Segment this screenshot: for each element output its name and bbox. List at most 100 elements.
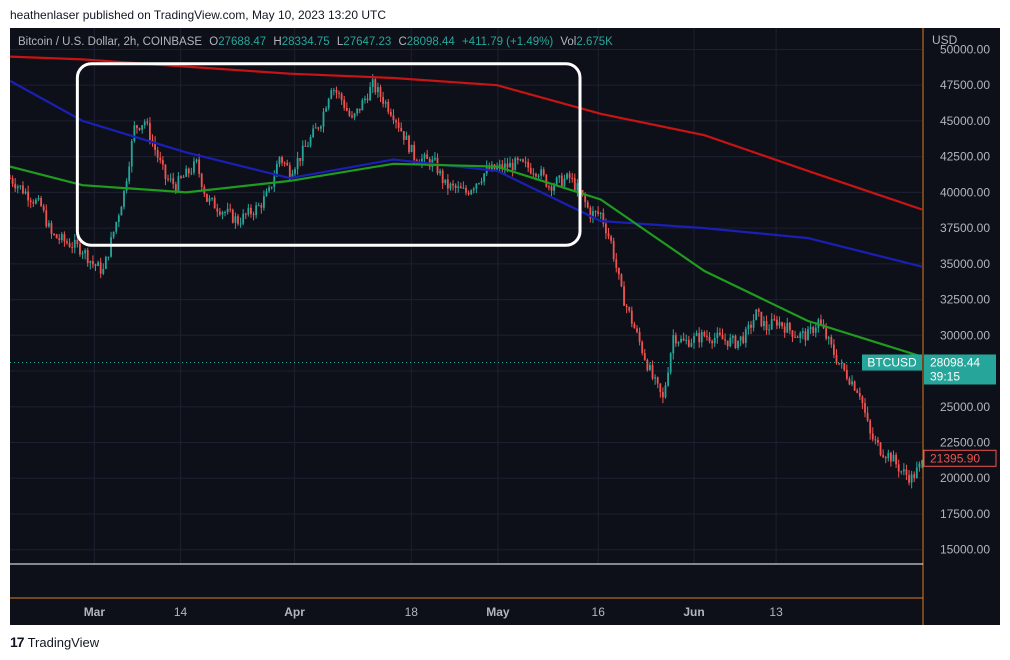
candle-body <box>226 208 229 213</box>
candle-body <box>449 183 452 189</box>
candle-body <box>371 79 374 88</box>
y-tick-label: 15000.00 <box>940 543 990 557</box>
candle-body <box>651 365 654 379</box>
candle-body <box>472 188 475 191</box>
candle-body <box>747 324 750 330</box>
candle-body <box>783 326 786 333</box>
candle-body <box>143 121 146 126</box>
candle-body <box>524 161 527 163</box>
candle-body <box>514 158 517 171</box>
candle-body <box>731 335 734 338</box>
candle-body <box>908 474 910 483</box>
candle-body <box>200 173 203 187</box>
candle-body <box>726 340 729 347</box>
x-tick-label: Apr <box>284 605 305 619</box>
candle-body <box>781 322 783 327</box>
candle-body <box>599 212 602 214</box>
candle-body <box>255 205 258 216</box>
candle-body <box>410 144 413 153</box>
candle-body <box>92 261 94 265</box>
y-tick-label: 25000.00 <box>940 400 990 414</box>
candle-body <box>744 329 747 343</box>
candle-body <box>149 122 151 141</box>
candle-body <box>594 211 597 213</box>
candle-body <box>768 329 771 331</box>
candle-body <box>674 335 677 344</box>
candle-body <box>185 168 188 177</box>
candle-body <box>361 100 364 111</box>
candle-body <box>247 207 250 215</box>
candle-body <box>301 145 304 161</box>
chart-canvas[interactable]: 50000.00 47500.00 45000.00 42500.00 40000.00… <box>10 28 1000 625</box>
candle-body <box>348 110 351 116</box>
candle-body <box>32 202 35 204</box>
candle-body <box>633 323 636 329</box>
candle-body <box>742 336 745 343</box>
candle-body <box>897 464 900 472</box>
candle-body <box>869 420 872 434</box>
candle-body <box>71 246 74 248</box>
candle-body <box>615 259 618 268</box>
candle-body <box>884 457 887 459</box>
symbol-tag-label: BTCUSD <box>867 355 917 369</box>
candle-body <box>773 319 776 321</box>
candle-body <box>820 319 822 325</box>
candle-body <box>161 160 164 165</box>
logo-text: TradingView <box>27 634 100 650</box>
candle-body <box>522 159 524 162</box>
symbol-tag <box>862 354 922 371</box>
candle-body <box>465 187 467 193</box>
candle-body <box>198 159 201 174</box>
candle-body <box>35 199 37 204</box>
candle-body <box>698 333 701 343</box>
candle-body <box>708 336 711 342</box>
candle-body <box>877 439 879 443</box>
candle-body <box>84 250 87 254</box>
candle-body <box>845 369 848 379</box>
candle-body <box>672 335 675 354</box>
tradingview-logo[interactable]: 17 TradingView <box>10 634 99 650</box>
x-tick-label: 13 <box>769 605 783 619</box>
candle-body <box>242 213 245 224</box>
candle-body <box>345 107 348 111</box>
candle-body <box>700 332 703 343</box>
candle-body <box>405 135 408 140</box>
candle-body <box>89 261 92 264</box>
candle-body <box>294 169 296 174</box>
candle-body <box>620 274 623 287</box>
candle-body <box>918 463 921 468</box>
candle-body <box>239 223 242 225</box>
candle-body <box>288 165 291 178</box>
candle-body <box>656 377 659 384</box>
candle-body <box>322 111 325 127</box>
candle-body <box>752 320 755 328</box>
last-price-value: 21395.90 <box>930 451 980 465</box>
candle-body <box>408 135 410 153</box>
candle-body <box>190 172 193 174</box>
candle-body <box>801 331 804 334</box>
candle-body <box>42 206 45 211</box>
candle-body <box>369 87 372 101</box>
candle-body <box>757 309 760 312</box>
candle-body <box>915 467 918 478</box>
candle-body <box>483 173 486 182</box>
candle-body <box>584 194 587 203</box>
candle-body <box>275 164 278 177</box>
candle-body <box>573 178 576 191</box>
candle-body <box>141 125 144 130</box>
candle-body <box>799 333 802 338</box>
candle-body <box>509 162 511 168</box>
candle-body <box>340 93 343 100</box>
candle-body <box>695 333 698 336</box>
candle-body <box>900 471 903 473</box>
candle-body <box>104 256 107 269</box>
low-label: L <box>336 36 344 48</box>
candle-body <box>576 183 579 191</box>
candle-body <box>890 452 892 462</box>
candle-body <box>643 353 646 360</box>
candle-body <box>864 403 866 413</box>
candle-body <box>99 262 102 274</box>
x-tick-label: 18 <box>405 605 419 619</box>
candle-body <box>501 164 504 170</box>
price-chart[interactable]: 50000.00 47500.00 45000.00 42500.00 40000.00… <box>10 28 1000 625</box>
